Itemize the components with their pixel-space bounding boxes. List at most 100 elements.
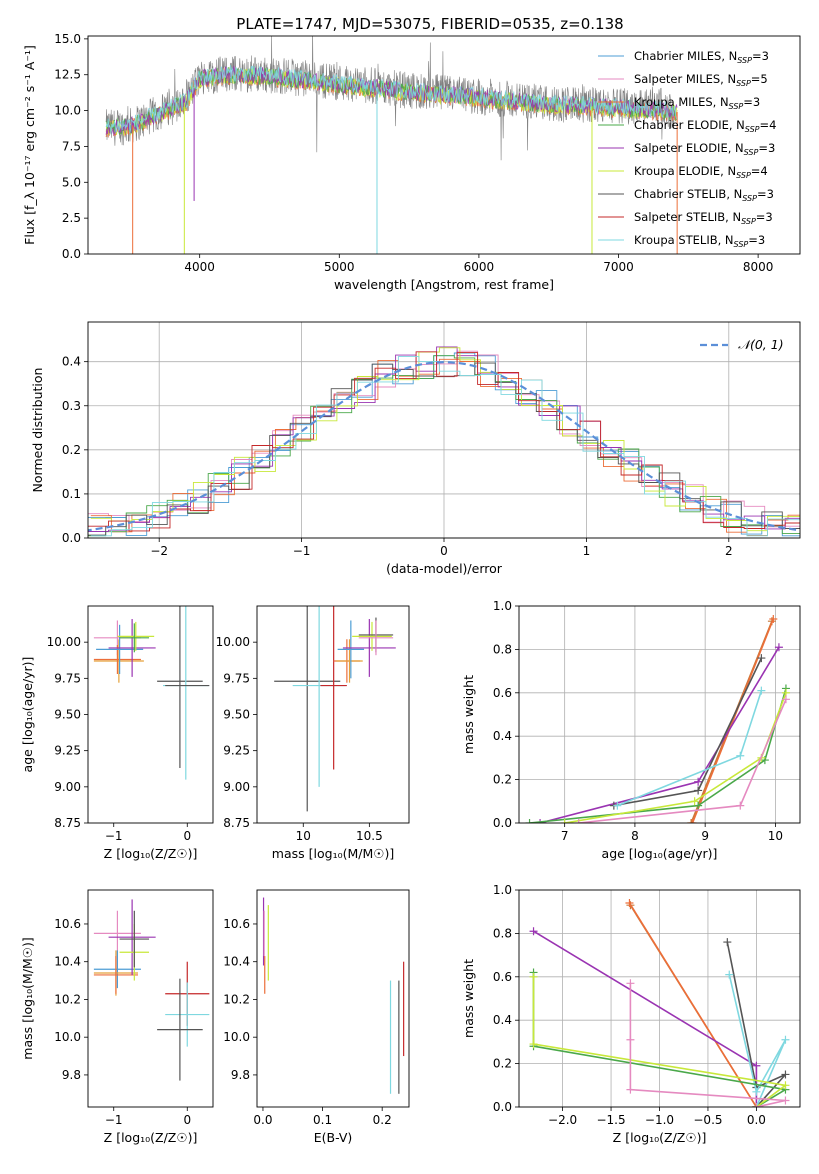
errorbar-point xyxy=(274,606,341,812)
normal-curve xyxy=(88,360,800,532)
y-tick-label: 15.0 xyxy=(54,32,81,46)
y-tick-label: 10.6 xyxy=(223,917,250,931)
y-tick-label: 0.8 xyxy=(493,642,512,656)
legend-label: Salpeter MILES, N xyxy=(634,72,736,86)
y-tick-label: 0.2 xyxy=(493,1057,512,1071)
y-tick-label: 8.75 xyxy=(223,816,250,830)
legend-count: =3 xyxy=(748,233,765,247)
x-tick-label: 8 xyxy=(631,829,639,843)
figure-title: PLATE=1747, MJD=53075, FIBERID=0535, z=0… xyxy=(236,15,623,33)
legend-label: Salpeter ELODIE, N xyxy=(634,141,744,155)
y-tick-label: 0.0 xyxy=(62,531,81,545)
errorbar-point xyxy=(108,899,156,975)
x-axis-label: E(B-V) xyxy=(314,1130,353,1145)
cumulative-line xyxy=(564,692,787,823)
x-tick-label: 0.1 xyxy=(313,1113,332,1127)
y-tick-label: 9.00 xyxy=(223,780,250,794)
y-tick-label: 10.6 xyxy=(54,917,81,931)
plus-marker xyxy=(626,979,635,988)
errorbar-point xyxy=(157,978,203,1081)
x-tick-label: 1 xyxy=(583,544,591,558)
errorbar-point xyxy=(165,982,210,1047)
plus-marker xyxy=(626,1035,635,1044)
y-tick-label: 9.8 xyxy=(62,1068,81,1082)
plus-marker xyxy=(613,801,622,810)
model-spectrum xyxy=(105,66,678,135)
x-axis-label: (data-model)/error xyxy=(386,561,503,576)
y-tick-label: 0.6 xyxy=(493,970,512,984)
legend-count: =3 xyxy=(743,95,760,109)
x-axis-label: Z [log₁₀(Z/Z☉)] xyxy=(613,1130,707,1145)
plus-marker xyxy=(529,1040,538,1049)
residual-histogram xyxy=(88,351,800,532)
residual-histogram xyxy=(88,346,800,532)
x-tick-label: 0 xyxy=(183,1113,191,1127)
plus-marker xyxy=(687,819,696,823)
y-tick-label: 9.50 xyxy=(54,708,81,722)
plus-marker xyxy=(536,819,545,823)
y-tick-label: 10.4 xyxy=(54,955,81,969)
y-tick-label: 0.2 xyxy=(62,443,81,457)
plus-marker xyxy=(529,927,538,936)
x-tick-label: 7000 xyxy=(603,260,634,274)
panel-mass-vs-Z: −1 0 9.8 10.0 10.2 10.4 10.6 Z [log₁₀(Z/Z☉)] mas… xyxy=(20,889,214,1145)
y-axis-label: Normed distribution xyxy=(30,368,45,493)
y-tick-label: 9.75 xyxy=(54,671,81,685)
y-tick-label: 0.4 xyxy=(62,355,81,369)
plus-marker xyxy=(752,1103,761,1107)
x-tick-label: −0.5 xyxy=(693,1113,722,1127)
y-tick-label: 9.25 xyxy=(223,744,250,758)
y-tick-label: 9.25 xyxy=(54,744,81,758)
cumulative-line xyxy=(628,902,758,1107)
y-tick-label: 0.1 xyxy=(62,487,81,501)
y-tick-label: 10.0 xyxy=(54,1030,81,1044)
x-tick-label: −1.0 xyxy=(645,1113,674,1127)
y-tick-label: 0.0 xyxy=(62,247,81,261)
errorbar-point xyxy=(358,620,394,656)
legend-entry: Salpeter STELIB, NSSP=3 xyxy=(634,210,773,226)
errorbar-point xyxy=(320,606,347,770)
plot-area xyxy=(274,606,396,812)
plus-marker xyxy=(625,899,634,908)
x-tick-label: −2.0 xyxy=(548,1113,577,1127)
plus-marker xyxy=(781,1070,790,1079)
y-tick-label: 9.00 xyxy=(54,780,81,794)
y-tick-label: 0.6 xyxy=(493,686,512,700)
x-tick-label: −1 xyxy=(105,1113,123,1127)
legend-entry: Chabrier ELODIE, NSSP=4 xyxy=(634,118,776,134)
errorbar-point xyxy=(108,619,156,677)
y-tick-label: 0.8 xyxy=(493,926,512,940)
errorbar-point xyxy=(93,639,144,683)
model-spectrum xyxy=(105,64,678,135)
legend-label: Chabrier STELIB, N xyxy=(634,187,742,201)
x-tick-label: 0 xyxy=(440,544,448,558)
axes-frame xyxy=(87,35,801,255)
plus-marker xyxy=(736,801,745,810)
plus-marker xyxy=(694,786,703,795)
errorbar-point xyxy=(342,619,396,677)
y-tick-label: 7.5 xyxy=(62,139,81,153)
errorbar-point xyxy=(337,620,365,679)
plot-area xyxy=(88,346,800,537)
x-tick-label: 10 xyxy=(296,829,311,843)
errorbar-point xyxy=(93,950,141,989)
axes-frame xyxy=(87,605,214,824)
x-tick-label: 0.0 xyxy=(747,1113,766,1127)
errorbar-point xyxy=(117,621,155,651)
errorbar-point xyxy=(336,639,363,683)
plus-marker xyxy=(725,970,734,979)
residual-histogram xyxy=(88,362,800,536)
plus-marker xyxy=(757,654,766,663)
plus-marker xyxy=(774,643,783,652)
legend-subscript: SSP xyxy=(729,102,744,111)
panel-age-vs-mass: 10 10.5 8.75 9.00 9.25 9.50 9.75 10.00 mass [log… xyxy=(216,605,410,861)
cumulative-line xyxy=(533,930,758,1107)
errorbar-point xyxy=(157,606,203,769)
x-tick-label: −1.5 xyxy=(596,1113,625,1127)
cumulative-line xyxy=(532,976,788,1107)
x-tick-label: −2 xyxy=(150,544,168,558)
plus-marker xyxy=(690,797,699,806)
legend-entry: Chabrier MILES, NSSP=3 xyxy=(634,49,769,65)
y-tick-label: 2.5 xyxy=(62,211,81,225)
y-tick-label: 5.0 xyxy=(62,175,81,189)
